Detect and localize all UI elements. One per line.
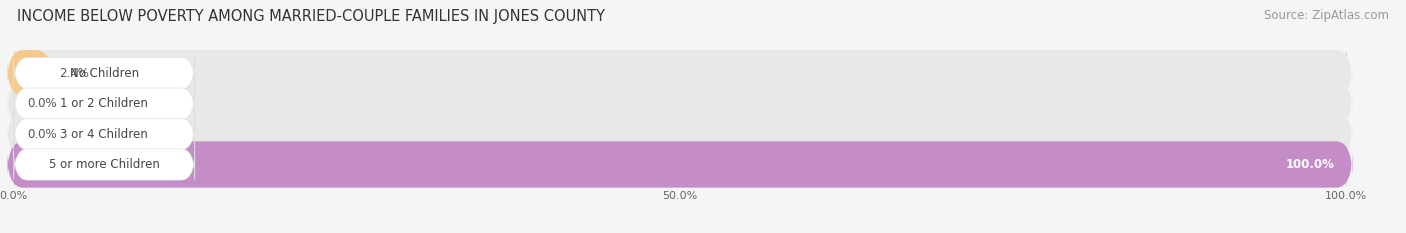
FancyBboxPatch shape (7, 111, 1353, 157)
FancyBboxPatch shape (14, 58, 195, 89)
Text: 3 or 4 Children: 3 or 4 Children (60, 127, 148, 140)
Text: 2.4%: 2.4% (59, 67, 89, 80)
Text: 5 or more Children: 5 or more Children (49, 158, 160, 171)
FancyBboxPatch shape (14, 88, 195, 119)
Text: 0.0%: 0.0% (27, 97, 56, 110)
Text: 1 or 2 Children: 1 or 2 Children (60, 97, 148, 110)
FancyBboxPatch shape (14, 149, 195, 180)
Text: No Children: No Children (70, 67, 139, 80)
FancyBboxPatch shape (7, 50, 52, 96)
FancyBboxPatch shape (7, 141, 1353, 188)
FancyBboxPatch shape (14, 118, 195, 150)
FancyBboxPatch shape (7, 80, 1353, 127)
FancyBboxPatch shape (7, 50, 1353, 96)
FancyBboxPatch shape (7, 141, 1353, 188)
Text: Source: ZipAtlas.com: Source: ZipAtlas.com (1264, 9, 1389, 22)
Text: 0.0%: 0.0% (27, 127, 56, 140)
Text: INCOME BELOW POVERTY AMONG MARRIED-COUPLE FAMILIES IN JONES COUNTY: INCOME BELOW POVERTY AMONG MARRIED-COUPL… (17, 9, 605, 24)
Text: 100.0%: 100.0% (1286, 158, 1336, 171)
